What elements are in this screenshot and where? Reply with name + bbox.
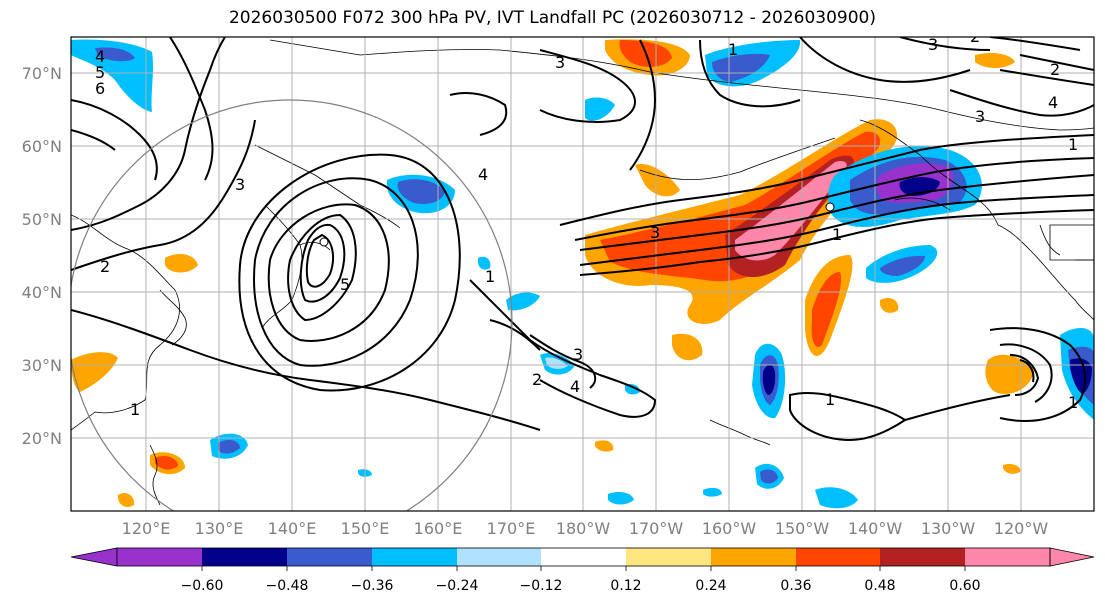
contour-label: 5 (340, 275, 350, 294)
contour-label: 2 (100, 257, 110, 276)
colorbar-segment (626, 548, 711, 566)
colorbar-segment (457, 548, 541, 566)
contour-label: 2 (970, 27, 980, 46)
colorbar-tick-label: −0.24 (436, 578, 479, 594)
lon-label: 120°E (122, 519, 171, 538)
lon-label: 160°E (414, 519, 463, 538)
contour-label: 4 (570, 377, 580, 396)
lon-label: 160°W (702, 519, 757, 538)
lon-label: 140°W (848, 519, 903, 538)
lat-label: 50°N (22, 210, 62, 229)
page-title: 2026030500 F072 300 hPa PV, IVT Landfall… (228, 8, 876, 28)
map-border (70, 36, 1095, 512)
contour-label: 1 (1068, 135, 1078, 154)
colorbar-tick-label: 0.48 (864, 578, 895, 594)
lat-label: 60°N (22, 137, 62, 156)
contour-label: 6 (95, 79, 105, 98)
lon-label: 130°W (921, 519, 976, 538)
pv-contours (71, 37, 1094, 442)
latitude-labels: 70°N 60°N 50°N 40°N 30°N 20°N (22, 64, 62, 448)
coastlines (71, 39, 1094, 506)
colorbar-tick-label: 0.36 (780, 578, 811, 594)
contour-label: 1 (832, 225, 842, 244)
colorbar-tick-label: 0.60 (949, 578, 980, 594)
colorbar: −0.60 −0.48 −0.36 −0.24 −0.12 0.12 0.24 … (70, 547, 1095, 594)
contour-label: 1 (130, 400, 140, 419)
colorbar-extend-max (1049, 547, 1095, 567)
colorbar-segment (117, 548, 202, 566)
contour-label: 2 (532, 370, 542, 389)
lat-label: 40°N (22, 283, 62, 302)
contour-label: 1 (1068, 393, 1078, 412)
contour-label: 4 (1048, 93, 1058, 112)
contour-label: 3 (235, 175, 245, 194)
lon-label: 170°W (629, 519, 684, 538)
contour-label: 1 (728, 40, 738, 59)
range-circle (71, 99, 513, 511)
lat-label: 70°N (22, 64, 62, 83)
colorbar-frame (116, 547, 1051, 567)
colorbar-segment (965, 548, 1050, 566)
lon-label: 140°E (268, 519, 317, 538)
contour-label: 5 (95, 63, 105, 82)
colorbar-segment (287, 548, 372, 566)
lon-label: 150°E (341, 519, 390, 538)
colorbar-segment (372, 548, 457, 566)
contour-label: 3 (928, 35, 938, 54)
lon-label: 150°W (775, 519, 830, 538)
landfall-marker (825, 202, 835, 212)
colorbar-segment (711, 548, 796, 566)
contour-label: 3 (650, 223, 660, 242)
colorbar-segment (202, 548, 287, 566)
colorbar-tick-label: −0.48 (266, 578, 309, 594)
colorbar-tick-label: −0.36 (351, 578, 394, 594)
contour-label: 2 (1050, 60, 1060, 79)
lat-label: 30°N (22, 356, 62, 375)
colorbar-tick-label: −0.60 (181, 578, 224, 594)
contour-label: 3 (975, 107, 985, 126)
colorbar-tick-label: 0.12 (610, 578, 641, 594)
contour-label-group: 1 2 3 4 5 6 3 3 3 1 4 1 1 2 4 5 3 1 2 1 … (95, 27, 1078, 419)
longitude-labels: 120°E 130°E 140°E 150°E 160°E 170°E 180°… (122, 519, 1049, 538)
center-marker (319, 237, 329, 247)
lon-label: 120°W (994, 519, 1049, 538)
colorbar-tick-label: −0.12 (520, 578, 563, 594)
colorbar-tick-label: 0.24 (695, 578, 726, 594)
lon-label: 130°E (195, 519, 244, 538)
colorbar-segment (541, 548, 626, 566)
contour-label: 3 (555, 53, 565, 72)
lat-label: 20°N (22, 429, 62, 448)
contour-label: 3 (573, 345, 583, 364)
colorbar-extend-min (70, 547, 118, 567)
colorbar-ticks (201, 566, 966, 571)
lon-label: 170°E (487, 519, 536, 538)
colorbar-segment (880, 548, 965, 566)
contour-label: 1 (825, 390, 835, 409)
contour-label: 4 (95, 47, 105, 66)
colorbar-segment (796, 548, 880, 566)
contour-label: 4 (478, 165, 488, 184)
contour-label: 1 (485, 267, 495, 286)
lon-label: 180°W (556, 519, 611, 538)
